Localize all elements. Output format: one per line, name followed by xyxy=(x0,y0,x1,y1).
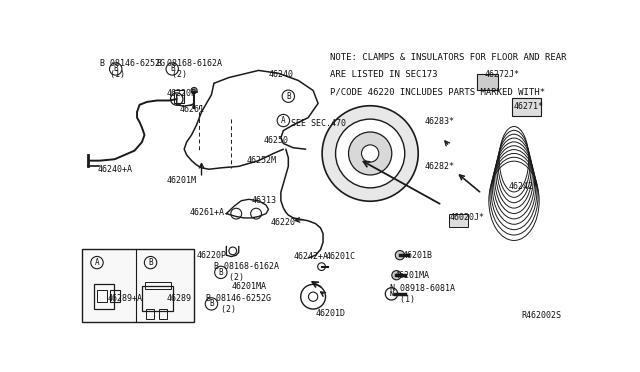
Bar xyxy=(145,282,171,289)
Text: 46240+A: 46240+A xyxy=(97,165,132,174)
Bar xyxy=(146,310,154,319)
Bar xyxy=(159,310,167,319)
Text: 46271*: 46271* xyxy=(514,102,544,111)
Text: 46220P: 46220P xyxy=(196,251,227,260)
Text: A: A xyxy=(95,258,99,267)
Text: 46252M: 46252M xyxy=(246,156,276,165)
Text: B: B xyxy=(218,268,223,277)
Circle shape xyxy=(335,119,404,188)
Text: A: A xyxy=(281,116,285,125)
Text: 46242+A: 46242+A xyxy=(293,252,328,261)
FancyBboxPatch shape xyxy=(477,74,499,90)
Text: B: B xyxy=(148,258,153,267)
Text: B 08146-6252G
   (2): B 08146-6252G (2) xyxy=(207,294,271,314)
Circle shape xyxy=(322,106,418,201)
Text: B: B xyxy=(170,64,175,74)
FancyBboxPatch shape xyxy=(449,214,468,227)
Text: N 08918-6081A
  (1): N 08918-6081A (1) xyxy=(390,284,455,304)
Text: 46313: 46313 xyxy=(251,196,276,205)
FancyBboxPatch shape xyxy=(512,98,541,116)
Text: 46220P: 46220P xyxy=(167,89,197,98)
Text: 46201MA: 46201MA xyxy=(395,271,430,280)
Text: 46261+A: 46261+A xyxy=(189,208,224,217)
Text: 46289+A: 46289+A xyxy=(108,294,142,303)
Circle shape xyxy=(191,87,197,93)
Text: 46220: 46220 xyxy=(271,218,296,227)
Text: B 08146-6252G
  (1): B 08146-6252G (1) xyxy=(100,59,165,79)
Text: B: B xyxy=(209,299,214,308)
Text: 46201B: 46201B xyxy=(403,251,433,260)
Bar xyxy=(109,290,120,302)
Text: ARE LISTED IN SEC173: ARE LISTED IN SEC173 xyxy=(330,70,438,79)
Text: 46261: 46261 xyxy=(179,105,204,113)
Circle shape xyxy=(392,270,401,280)
Text: B 08168-6162A
   (2): B 08168-6162A (2) xyxy=(214,262,279,282)
Bar xyxy=(83,250,194,323)
Text: 46289: 46289 xyxy=(167,294,192,303)
Text: 46282*: 46282* xyxy=(425,162,454,171)
Text: B: B xyxy=(113,64,118,74)
Bar xyxy=(142,286,173,311)
Text: B: B xyxy=(286,92,291,101)
Text: 46201C: 46201C xyxy=(326,252,356,261)
Text: B 08168-6162A
   (2): B 08168-6162A (2) xyxy=(157,59,222,79)
Text: 46242*: 46242* xyxy=(509,182,539,191)
Bar xyxy=(94,284,115,309)
Text: SEE SEC.470: SEE SEC.470 xyxy=(291,119,346,128)
Text: NOTE: CLAMPS & INSULATORS FOR FLOOR AND REAR: NOTE: CLAMPS & INSULATORS FOR FLOOR AND … xyxy=(330,53,567,62)
Text: R462002S: R462002S xyxy=(521,311,561,320)
Text: 46201MA: 46201MA xyxy=(231,282,266,291)
Text: 46020J*: 46020J* xyxy=(449,214,484,222)
Circle shape xyxy=(362,145,379,162)
Text: 46201M: 46201M xyxy=(167,176,197,185)
Text: P/CODE 46220 INCLUDES PARTS MARKED WITH*: P/CODE 46220 INCLUDES PARTS MARKED WITH* xyxy=(330,87,545,97)
Circle shape xyxy=(349,132,392,175)
Bar xyxy=(97,290,106,302)
Text: 46283*: 46283* xyxy=(425,118,454,126)
Text: 46201D: 46201D xyxy=(316,310,346,318)
Text: 46240: 46240 xyxy=(269,70,294,79)
Text: 46250: 46250 xyxy=(264,136,289,145)
Text: 46272J*: 46272J* xyxy=(484,70,519,79)
Circle shape xyxy=(396,251,404,260)
Text: N: N xyxy=(389,291,394,297)
